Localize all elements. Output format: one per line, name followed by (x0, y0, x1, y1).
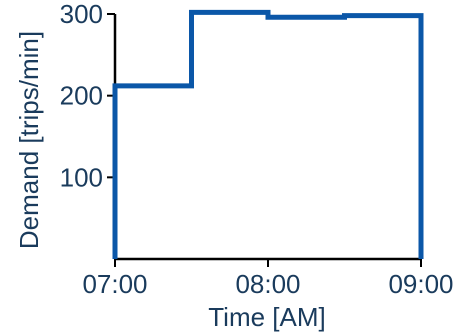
axes (113, 14, 421, 261)
series (112, 9, 424, 259)
x-axis-label: Time [AM] (208, 302, 325, 332)
ticks: 100 200 300 07:00 08:00 09:00 (60, 0, 454, 299)
x-tick-label: 07:00 (82, 269, 147, 299)
x-tick-label: 09:00 (388, 269, 453, 299)
y-tick-label: 200 (60, 81, 103, 111)
y-tick-label: 100 (60, 162, 103, 192)
y-axis-label: Demand [trips/min] (14, 31, 44, 249)
x-tick-label: 08:00 (235, 269, 300, 299)
demand-step-line (112, 9, 424, 259)
y-tick-label: 300 (60, 0, 103, 29)
